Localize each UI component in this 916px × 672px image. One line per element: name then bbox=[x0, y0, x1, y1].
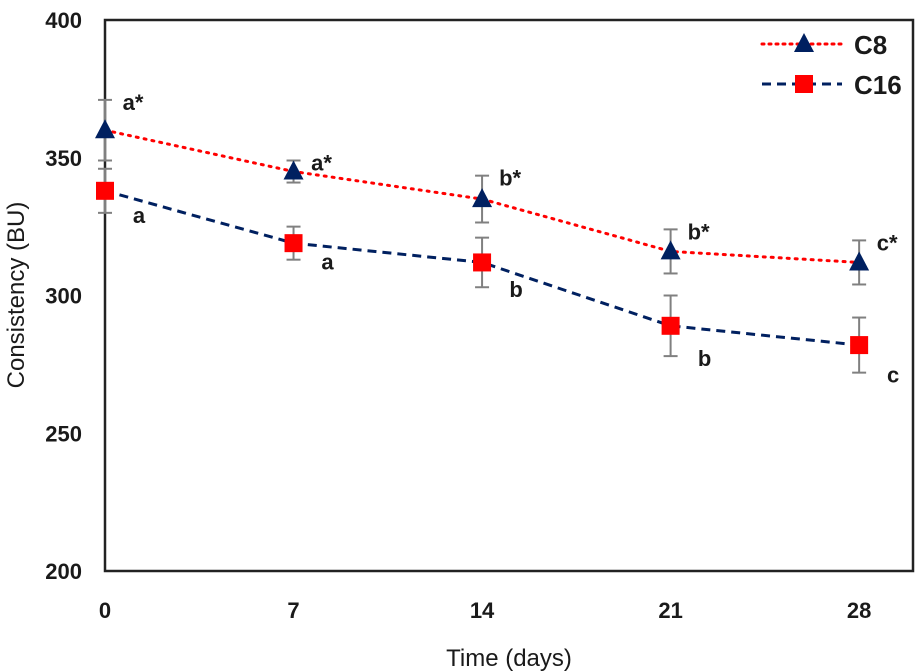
data-point-c16 bbox=[661, 316, 680, 335]
significance-label: a* bbox=[123, 90, 144, 115]
y-tick-label: 200 bbox=[45, 559, 82, 584]
data-point-c8 bbox=[660, 240, 681, 260]
significance-label: b* bbox=[499, 166, 521, 191]
x-tick-label: 7 bbox=[287, 598, 299, 623]
legend-marker bbox=[794, 33, 814, 52]
legend-label: C16 bbox=[854, 70, 902, 100]
legend-item-c8: C8 bbox=[760, 30, 887, 60]
x-tick-label: 14 bbox=[470, 598, 495, 623]
legend-label: C8 bbox=[854, 30, 887, 60]
significance-label: b bbox=[698, 346, 711, 371]
data-point-c8 bbox=[849, 251, 870, 271]
plot-area-frame bbox=[103, 18, 915, 573]
significance-label: b bbox=[509, 277, 522, 302]
y-tick-label: 300 bbox=[45, 284, 82, 309]
significance-label: a* bbox=[311, 151, 332, 176]
significance-label: c bbox=[887, 363, 899, 388]
y-tick-label: 350 bbox=[45, 146, 82, 171]
series-c8: a* a* b* b* c* bbox=[95, 90, 898, 286]
x-tick-label: 0 bbox=[99, 598, 111, 623]
data-point-c8 bbox=[95, 119, 115, 139]
x-axis-title: Time (days) bbox=[446, 645, 572, 672]
y-tick-label: 400 bbox=[45, 8, 82, 33]
series-line-c16 bbox=[104, 189, 860, 347]
series-c16: a a b b c bbox=[96, 167, 899, 388]
y-axis-ticks: 200 250 300 350 400 bbox=[45, 8, 82, 584]
x-tick-label: 28 bbox=[847, 598, 871, 623]
data-point-c16 bbox=[284, 234, 303, 253]
data-point-c16 bbox=[473, 253, 492, 272]
data-point-c8 bbox=[283, 160, 304, 180]
legend-marker bbox=[795, 75, 813, 93]
significance-label: b* bbox=[688, 219, 710, 244]
legend-item-c16: C16 bbox=[762, 70, 902, 100]
significance-label: a bbox=[133, 203, 146, 228]
significance-label: c* bbox=[877, 230, 898, 255]
data-point-c16 bbox=[96, 181, 114, 200]
series-layer: a* a* b* b* c* a a b b c bbox=[95, 90, 899, 388]
x-tick-label: 21 bbox=[658, 598, 682, 623]
significance-label: a bbox=[321, 250, 334, 275]
data-point-c16 bbox=[850, 336, 869, 355]
y-tick-label: 250 bbox=[45, 421, 82, 446]
y-axis-title: Consistency (BU) bbox=[3, 202, 30, 389]
x-axis-ticks: 0 7 14 21 28 bbox=[99, 598, 872, 623]
data-point-c8 bbox=[472, 188, 493, 208]
